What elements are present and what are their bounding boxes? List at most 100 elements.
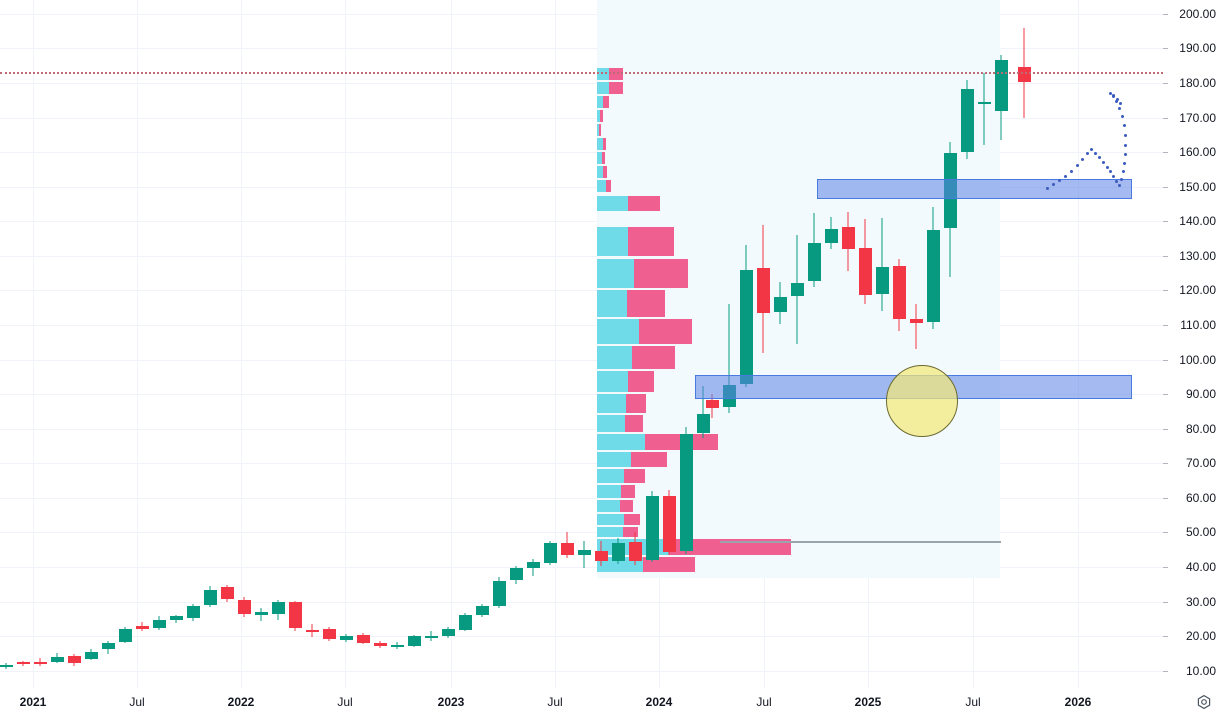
volume-profile-bid	[597, 290, 627, 317]
candle-body	[16, 662, 30, 665]
projection-path-dot	[1122, 170, 1125, 173]
volume-profile-bid	[597, 485, 621, 498]
projection-path-dot	[1115, 100, 1118, 103]
volume-profile-ask	[603, 96, 609, 108]
candle-wick	[141, 621, 143, 631]
projection-path-dot	[1081, 158, 1084, 161]
projection-path-dot	[1046, 187, 1049, 190]
volume-profile-bid	[597, 469, 624, 483]
candlestick	[679, 426, 693, 554]
volume-profile-row	[597, 259, 688, 288]
point-of-control-line[interactable]	[720, 541, 1001, 543]
candlestick	[390, 642, 404, 649]
candlestick	[611, 537, 625, 564]
resistance-level-line[interactable]	[0, 72, 1163, 74]
gridline-horizontal	[0, 429, 1163, 430]
volume-profile-row	[597, 96, 609, 108]
time-axis[interactable]: 2021 Jul 2022 Jul 2023 Jul 2024 Jul 2025 Jul 2026	[0, 688, 1163, 719]
time-tick-label: 2025	[854, 695, 882, 709]
volume-profile-bid	[597, 138, 603, 150]
volume-profile-ask	[609, 82, 623, 94]
candlestick	[0, 663, 13, 669]
candlestick	[943, 141, 957, 277]
price-tick-mark	[1163, 48, 1168, 49]
volume-profile-row	[597, 394, 646, 413]
projection-path-dot	[1116, 98, 1119, 101]
candle-body	[790, 283, 804, 296]
gridline-vertical	[451, 0, 452, 688]
highlight-circle-marker[interactable]	[886, 365, 958, 437]
candlestick	[220, 585, 234, 602]
candle-body	[628, 542, 642, 561]
volume-profile-bid	[597, 259, 634, 288]
time-tick-label: Jul	[547, 695, 563, 709]
price-tick-label: 50.00	[1185, 525, 1216, 540]
gridline-vertical	[241, 0, 242, 688]
volume-profile-ask	[669, 539, 791, 555]
projection-path-dot	[1094, 152, 1097, 155]
candlestick	[407, 634, 421, 648]
price-tick-mark	[1163, 290, 1168, 291]
price-tick-label: 150.00	[1179, 179, 1216, 194]
projection-path-dot	[1119, 102, 1122, 105]
candle-body	[543, 543, 557, 563]
volume-profile-row	[597, 452, 667, 467]
projection-path-dot	[1121, 115, 1124, 118]
candlestick	[305, 624, 319, 637]
candle-body	[526, 562, 540, 569]
candlestick	[662, 490, 676, 556]
candle-body	[322, 629, 336, 639]
gear-icon[interactable]	[1194, 693, 1214, 713]
supply-zone[interactable]	[817, 179, 1132, 199]
candlestick	[424, 630, 438, 641]
candle-body	[356, 635, 370, 644]
candle-body	[509, 567, 523, 581]
candle-body	[50, 657, 64, 662]
chart-plot-area[interactable]	[0, 0, 1163, 688]
candlestick	[135, 621, 149, 631]
volume-profile-row	[597, 196, 660, 211]
candle-body	[662, 495, 676, 552]
candle-body	[373, 643, 387, 647]
gridline-horizontal	[0, 118, 1163, 119]
gridline-horizontal	[0, 532, 1163, 533]
volume-profile-ask	[643, 557, 695, 572]
volume-profile-bid	[597, 110, 600, 122]
price-axis[interactable]: 200.00 190.00 180.00 170.00 160.00 150.00 140.…	[1163, 0, 1222, 688]
projection-path-dot	[1124, 144, 1127, 147]
candlestick	[322, 627, 336, 641]
time-tick-label: Jul	[129, 695, 145, 709]
candle-body	[696, 414, 710, 433]
volume-profile-row	[597, 138, 606, 150]
price-tick-label: 90.00	[1185, 387, 1216, 402]
candle-body	[220, 587, 234, 600]
volume-profile-row	[597, 500, 633, 512]
projection-path-dot	[1106, 166, 1109, 169]
time-tick-label: Jul	[337, 695, 353, 709]
candlestick	[841, 212, 855, 272]
price-tick-label: 80.00	[1185, 421, 1216, 436]
gridline-horizontal	[0, 290, 1163, 291]
gridline-horizontal	[0, 325, 1163, 326]
price-tick-mark	[1163, 532, 1168, 533]
price-tick-mark	[1163, 152, 1168, 153]
time-tick-label: 2023	[437, 695, 465, 709]
volume-profile-row	[597, 371, 654, 392]
candlestick	[152, 616, 166, 630]
price-tick-label: 100.00	[1179, 352, 1216, 367]
projection-path-dot	[1120, 178, 1123, 181]
volume-profile-bid	[597, 434, 645, 450]
volume-profile-ask	[631, 452, 667, 467]
price-tick-mark	[1163, 325, 1168, 326]
time-tick-label: Jul	[965, 695, 981, 709]
projection-path-dot	[1123, 162, 1126, 165]
candle-body	[186, 605, 200, 619]
price-tick-mark	[1163, 636, 1168, 637]
gridline-horizontal	[0, 14, 1163, 15]
candle-body	[679, 433, 693, 552]
candlestick	[475, 604, 489, 617]
price-tick-label: 110.00	[1180, 317, 1216, 332]
projection-path-dot	[1115, 180, 1118, 183]
candlestick	[858, 219, 872, 305]
candlestick	[67, 654, 81, 666]
